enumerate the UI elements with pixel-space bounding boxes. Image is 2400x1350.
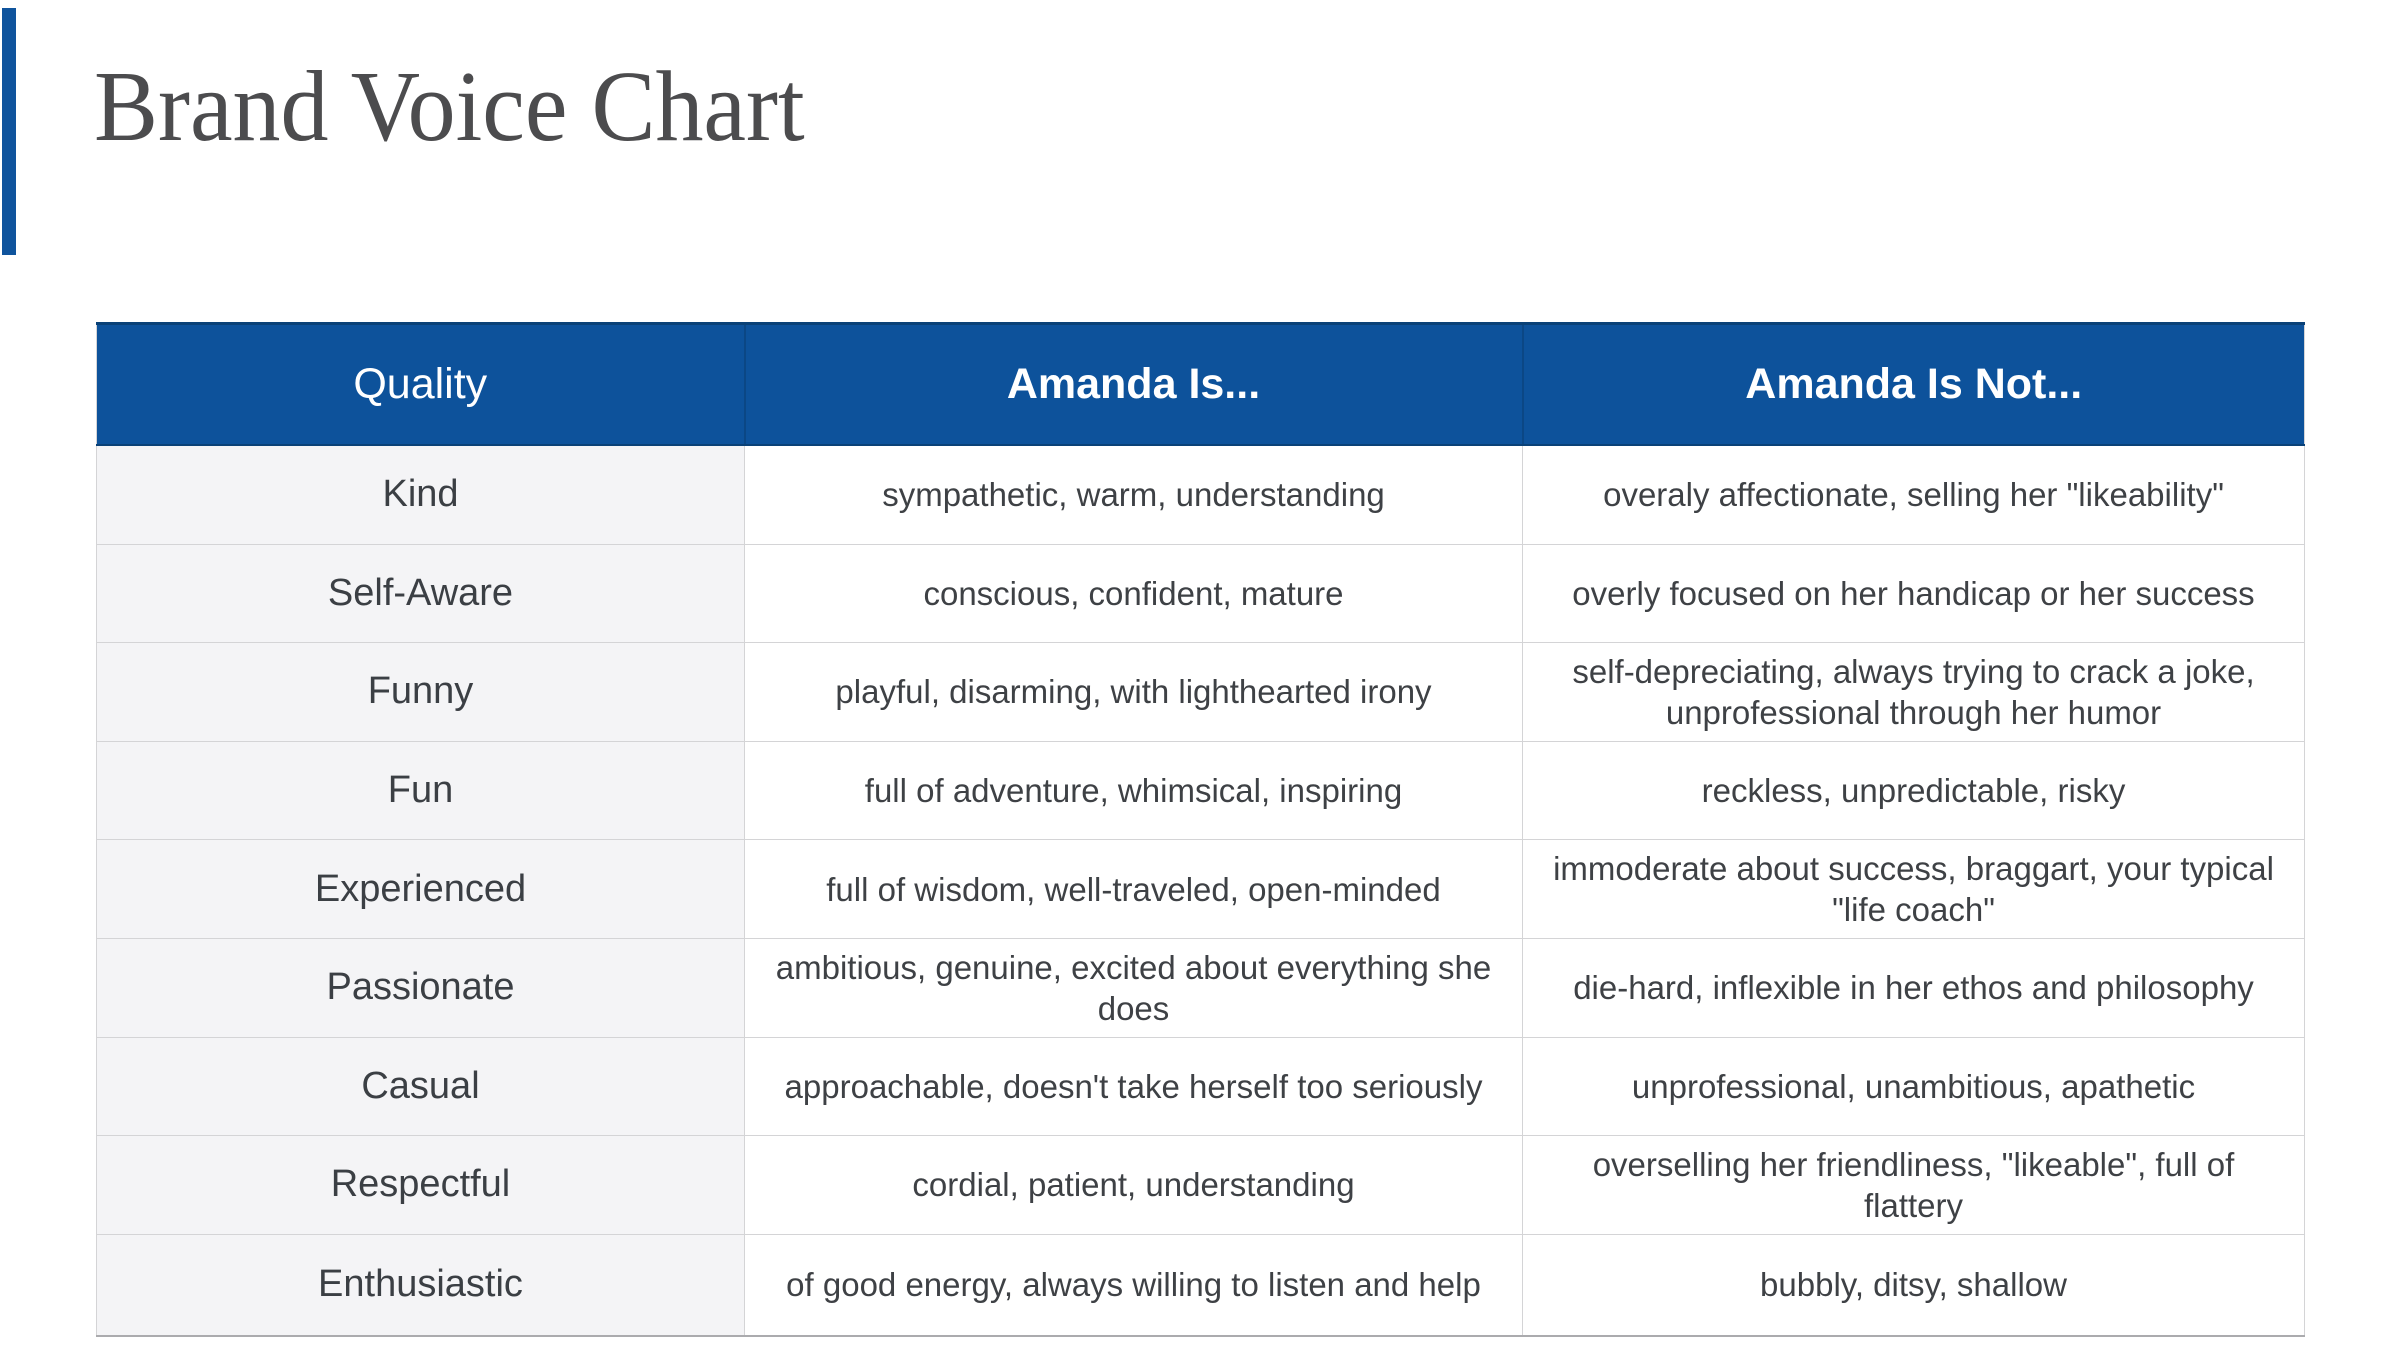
amanda-is-cell: full of adventure, whimsical, inspiring <box>744 740 1523 841</box>
quality-cell: Enthusiastic <box>96 1233 745 1337</box>
quality-cell: Passionate <box>96 937 745 1038</box>
amanda-is-cell: of good energy, always willing to listen… <box>744 1233 1523 1337</box>
table-row: Funny playful, disarming, with lightheart… <box>96 642 2305 742</box>
amanda-is-not-cell: immoderate about success, braggart, your… <box>1522 839 2305 939</box>
amanda-is-cell: cordial, patient, understanding <box>744 1135 1523 1235</box>
amanda-is-not-cell: overly focused on her handicap or her su… <box>1522 543 2305 644</box>
quality-cell: Respectful <box>96 1135 745 1235</box>
table-row: Passionate ambitious, genuine, excited ab… <box>96 937 2305 1038</box>
amanda-is-not-cell: overaly affectionate, selling her "likea… <box>1522 444 2305 545</box>
quality-cell: Casual <box>96 1036 745 1137</box>
quality-cell: Self-Aware <box>96 543 745 644</box>
amanda-is-cell: conscious, confident, mature <box>744 543 1523 644</box>
amanda-is-not-cell: reckless, unpredictable, risky <box>1522 740 2305 841</box>
brand-voice-table: Quality Amanda Is... Amanda Is Not... Ki… <box>96 322 2305 1337</box>
amanda-is-not-cell: overselling her friendliness, "likeable"… <box>1522 1135 2305 1235</box>
table-row: Enthusiastic of good energy, always willi… <box>96 1233 2305 1337</box>
column-header-quality: Quality <box>96 322 745 446</box>
amanda-is-not-cell: die-hard, inflexible in her ethos and ph… <box>1522 937 2305 1038</box>
table-row: Fun full of adventure, whimsical, inspiri… <box>96 740 2305 841</box>
column-header-amanda-is: Amanda Is... <box>743 322 1523 446</box>
amanda-is-cell: approachable, doesn't take herself too s… <box>744 1036 1523 1137</box>
table-row: Kind sympathetic, warm, understanding over… <box>96 444 2305 545</box>
table-row: Experienced full of wisdom, well-traveled… <box>96 839 2305 939</box>
table-row: Self-Aware conscious, confident, mature ov… <box>96 543 2305 644</box>
quality-cell: Funny <box>96 642 745 742</box>
title-accent-bar <box>2 8 16 255</box>
column-header-amanda-is-not: Amanda Is Not... <box>1521 322 2305 446</box>
amanda-is-cell: full of wisdom, well-traveled, open-mind… <box>744 839 1523 939</box>
amanda-is-not-cell: bubbly, ditsy, shallow <box>1522 1233 2305 1337</box>
page-title: Brand Voice Chart <box>94 50 805 162</box>
amanda-is-cell: playful, disarming, with lighthearted ir… <box>744 642 1523 742</box>
amanda-is-not-cell: self-depreciating, always trying to crac… <box>1522 642 2305 742</box>
quality-cell: Experienced <box>96 839 745 939</box>
amanda-is-not-cell: unprofessional, unambitious, apathetic <box>1522 1036 2305 1137</box>
header-row: Quality Amanda Is... Amanda Is Not... <box>96 322 2305 446</box>
table-row: Respectful cordial, patient, understandin… <box>96 1135 2305 1235</box>
table-row: Casual approachable, doesn't take herself… <box>96 1036 2305 1137</box>
quality-cell: Kind <box>96 444 745 545</box>
table-body: Kind sympathetic, warm, understanding over… <box>96 444 2305 1337</box>
amanda-is-cell: sympathetic, warm, understanding <box>744 444 1523 545</box>
amanda-is-cell: ambitious, genuine, excited about everyt… <box>744 937 1523 1038</box>
quality-cell: Fun <box>96 740 745 841</box>
